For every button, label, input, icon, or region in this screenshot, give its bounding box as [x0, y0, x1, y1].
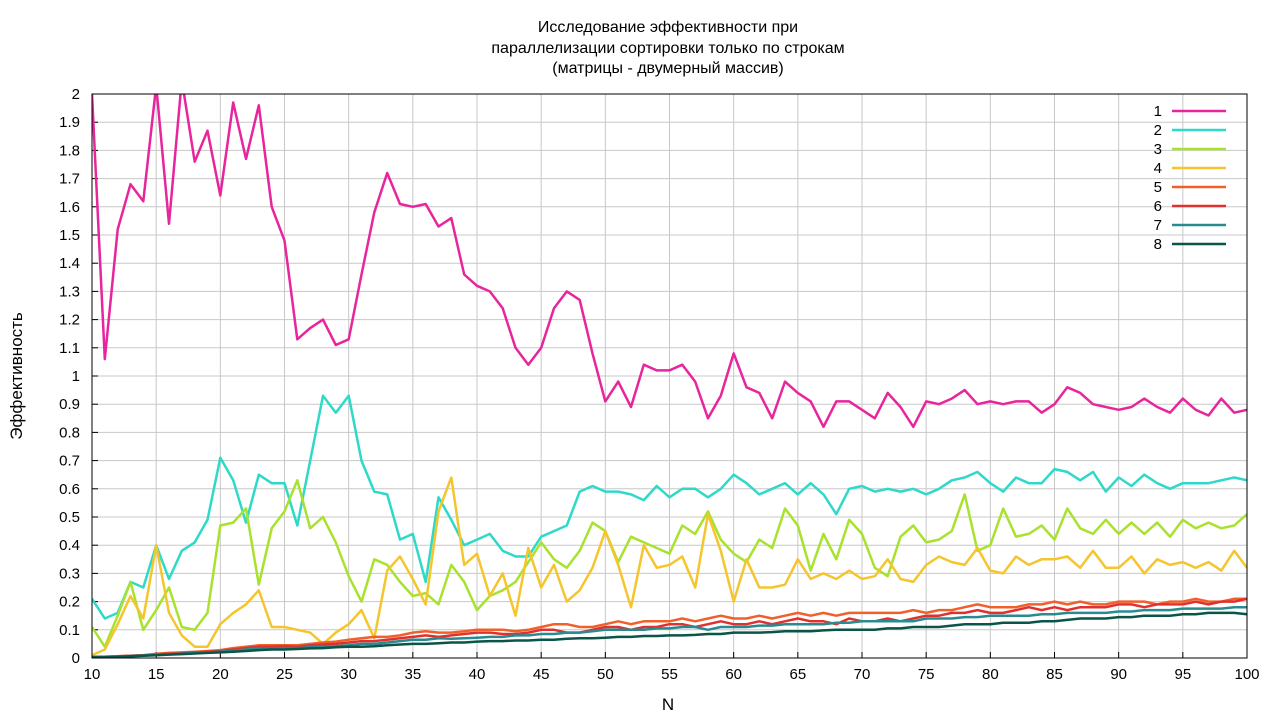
x-tick-label: 90 [1110, 666, 1127, 683]
legend-label-4: 4 [1154, 160, 1162, 177]
series-line-8 [92, 611, 1247, 658]
x-tick-label: 75 [918, 666, 935, 683]
y-tick-label: 0 [72, 650, 80, 667]
x-tick-label: 45 [533, 666, 550, 683]
x-tick-label: 55 [661, 666, 678, 683]
x-tick-label: 65 [789, 666, 806, 683]
y-tick-label: 0.7 [59, 453, 80, 470]
series-line-2 [92, 394, 1247, 620]
series-line-6 [92, 597, 1247, 658]
x-tick-label: 35 [404, 666, 421, 683]
series-line-7 [92, 605, 1247, 658]
y-tick-label: 1.5 [59, 227, 80, 244]
y-tick-label: 0.1 [59, 622, 80, 639]
chart-title-line-1: Исследование эффективности при [538, 19, 798, 36]
y-tick-label: 1.6 [59, 199, 80, 216]
x-tick-label: 15 [148, 666, 165, 683]
y-tick-label: 0.5 [59, 509, 80, 526]
y-tick-label: 0.3 [59, 565, 80, 582]
x-tick-label: 30 [340, 666, 357, 683]
grid [91, 93, 1248, 659]
y-tick-label: 1 [72, 368, 80, 385]
series-line-3 [92, 479, 1247, 648]
x-tick-label: 100 [1234, 666, 1259, 683]
x-tick-label: 20 [212, 666, 229, 683]
x-tick-label: 60 [725, 666, 742, 683]
axis-ticks: 10 15 20 25 30 35 40 45 50 55 60 65 70 75 80 85 90 95 1000… [59, 86, 1259, 683]
y-tick-label: 2 [72, 86, 80, 103]
y-tick-label: 0.8 [59, 424, 80, 441]
y-tick-label: 0.9 [59, 396, 80, 413]
x-tick-label: 40 [469, 666, 486, 683]
x-tick-label: 50 [597, 666, 614, 683]
y-tick-label: 1.9 [59, 114, 80, 131]
legend-label-5: 5 [1154, 179, 1162, 196]
y-tick-label: 1.4 [59, 255, 80, 272]
legend: 1 2 3 4 5 6 7 8 [1154, 103, 1226, 253]
y-tick-label: 1.1 [59, 340, 80, 357]
plot-frame [91, 93, 1248, 659]
y-tick-label: 0.4 [59, 537, 80, 554]
y-tick-label: 1.7 [59, 171, 80, 188]
y-tick-label: 0.6 [59, 481, 80, 498]
series-line-1 [92, 94, 1247, 429]
legend-label-7: 7 [1154, 217, 1162, 234]
y-tick-label: 1.2 [59, 312, 80, 329]
x-tick-label: 80 [982, 666, 999, 683]
x-tick-label: 25 [276, 666, 293, 683]
y-tick-label: 1.8 [59, 142, 80, 159]
x-tick-label: 85 [1046, 666, 1063, 683]
y-tick-label: 1.3 [59, 283, 80, 300]
chart-title-line-3: (матрицы - двумерный массив) [552, 60, 783, 77]
legend-label-8: 8 [1154, 236, 1162, 253]
x-tick-label: 70 [854, 666, 871, 683]
series-line-4 [92, 476, 1247, 657]
legend-label-2: 2 [1154, 122, 1162, 139]
x-tick-label: 95 [1174, 666, 1191, 683]
legend-label-6: 6 [1154, 198, 1162, 215]
y-axis-label: Эффективность [7, 312, 26, 440]
x-axis-label: N [662, 695, 674, 714]
legend-label-1: 1 [1154, 103, 1162, 120]
series-lines [92, 94, 1247, 658]
x-tick-label: 10 [84, 666, 101, 683]
y-tick-label: 0.2 [59, 594, 80, 611]
chart-title: Исследование эффективности при параллели… [491, 19, 844, 77]
legend-label-3: 3 [1154, 141, 1162, 158]
chart-title-line-2: параллелизации сортировки только по стро… [491, 40, 844, 57]
